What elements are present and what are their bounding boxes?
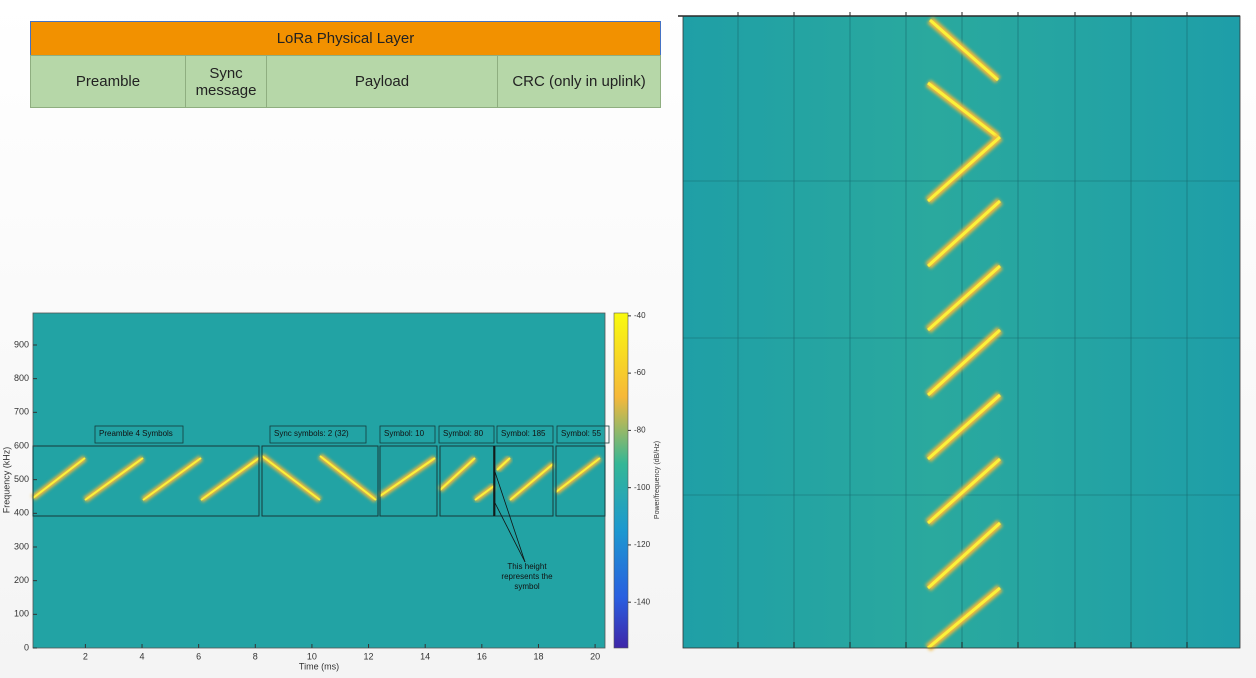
x-tick-label: 6 — [196, 651, 201, 661]
annotation-box — [556, 425, 610, 444]
chirp — [439, 457, 476, 491]
colorbar-tick-label: -40 — [634, 311, 646, 320]
x-tick-label: 8 — [253, 651, 258, 661]
x-tick-label: 10 — [307, 651, 317, 661]
chirp — [929, 18, 999, 82]
annotation-box — [94, 425, 184, 444]
x-tick-label: 16 — [477, 651, 487, 661]
y-tick-label: 400 — [14, 508, 29, 518]
symbol-box — [379, 445, 438, 517]
annotation-label: Symbol: 10 — [384, 429, 425, 438]
frame — [682, 15, 1241, 649]
y-axis-label: Frequency (kHz) — [1, 447, 11, 514]
annotation-label: Symbol: 55 — [561, 429, 602, 438]
chirp — [926, 521, 1002, 590]
annotation-box — [438, 425, 495, 444]
y-tick-label: 500 — [14, 474, 29, 484]
colorbar-tick-label: -120 — [634, 540, 651, 549]
annotation-label: Preamble 4 Symbols — [99, 429, 173, 438]
y-tick-label: 600 — [14, 440, 29, 450]
table-header: LoRa Physical Layer — [30, 21, 661, 56]
chirp — [509, 463, 554, 501]
chirp — [927, 457, 1001, 525]
symbol-box — [555, 445, 606, 517]
chirp — [926, 328, 1002, 397]
colorbar-tick-label: -100 — [634, 483, 651, 492]
y-tick-label: 300 — [14, 541, 29, 551]
symbol-box — [494, 445, 554, 517]
colorbar-tick-label: -60 — [634, 368, 646, 377]
chirp — [32, 457, 86, 499]
chirp — [927, 81, 999, 139]
chirp — [261, 455, 321, 501]
chirp — [496, 457, 511, 471]
table-cell: Sync message — [185, 55, 267, 108]
annotation-box — [379, 425, 436, 444]
chirp — [200, 457, 260, 501]
x-tick-label: 18 — [533, 651, 543, 661]
annotation-box — [269, 425, 367, 444]
x-tick-label: 20 — [590, 651, 600, 661]
y-tick-label: 0 — [24, 642, 29, 652]
x-axis-label: Time (ms) — [299, 661, 339, 671]
chirp — [142, 457, 202, 501]
chirp — [927, 586, 1001, 650]
annotation-label: Symbol: 80 — [443, 429, 484, 438]
x-tick-label: 2 — [83, 651, 88, 661]
y-tick-label: 900 — [14, 339, 29, 349]
table-cell: Payload — [266, 55, 498, 108]
annotation-box — [496, 425, 554, 444]
chirp — [927, 264, 1001, 332]
arrow — [494, 502, 526, 563]
arrow — [494, 471, 526, 563]
right-spectrogram — [678, 12, 1241, 652]
spectrogram-background — [32, 312, 606, 649]
chirp — [926, 199, 1002, 268]
left-spectrogram: Preamble 4 Symbols Sync symbols: 2 (32) Sy… — [31, 313, 610, 648]
chirp — [927, 135, 1001, 203]
colorbar-tick-label: -80 — [634, 426, 646, 435]
table-cell: CRC (only in uplink) — [497, 55, 661, 108]
chirp — [379, 457, 436, 497]
annotation-label: Sync symbols: 2 (32) — [274, 429, 349, 438]
symbol-box — [32, 445, 260, 517]
x-tick-label: 4 — [140, 651, 145, 661]
x-tick-label: 12 — [364, 651, 374, 661]
colorbar-tick-label: -140 — [634, 597, 651, 606]
chirp — [555, 457, 601, 493]
chirp — [84, 457, 144, 501]
y-tick-label: 700 — [14, 407, 29, 417]
chirp — [474, 485, 495, 501]
annotation-label: Symbol: 185 — [501, 429, 546, 438]
table-cell: Preamble — [30, 55, 186, 108]
y-tick-label: 200 — [14, 575, 29, 585]
x-tick-label: 14 — [420, 651, 430, 661]
symbol-box — [261, 445, 379, 517]
colorbar — [613, 312, 629, 649]
chirp — [319, 455, 377, 501]
chirp — [927, 393, 1001, 461]
colorbar-label: Power/frequency (dB/Hz) — [654, 441, 661, 519]
annotation-note: This height represents the symbol — [501, 562, 553, 591]
y-tick-label: 100 — [14, 609, 29, 619]
y-tick-label: 800 — [14, 373, 29, 383]
